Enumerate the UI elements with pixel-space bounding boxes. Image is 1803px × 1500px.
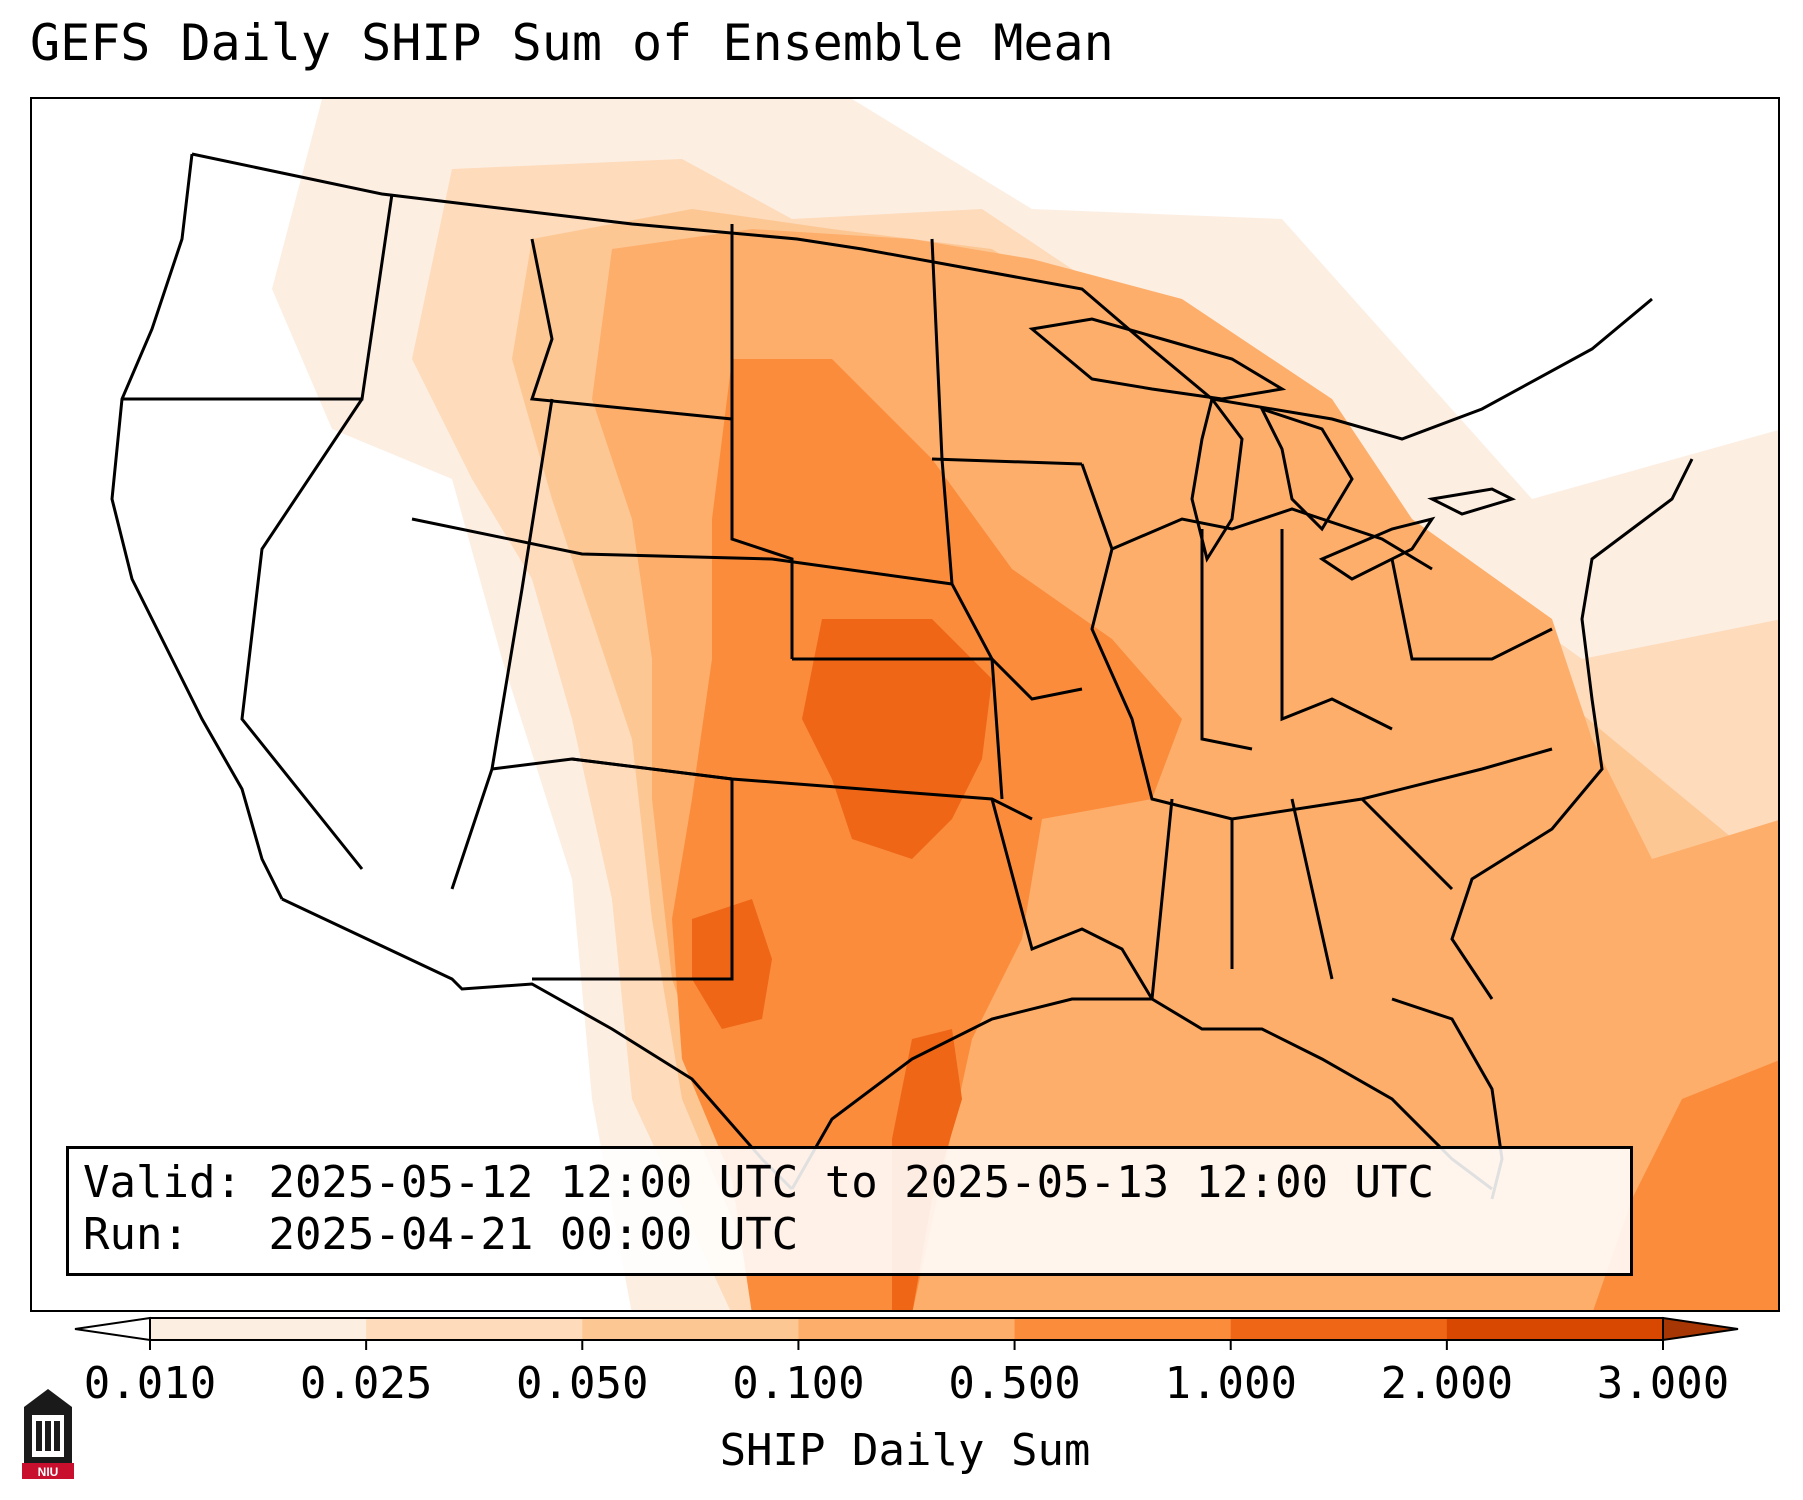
map-canvas [110, 99, 1778, 1310]
west-coast [110, 153, 284, 900]
valid-label: Valid: [83, 1157, 242, 1208]
colorbar-outline [149, 1317, 1664, 1341]
lake-michigan [1190, 395, 1244, 563]
gulf-coast [790, 997, 1493, 1191]
svg-text:NIU: NIU [38, 1465, 59, 1479]
colorbar-tick-label: 2.000 [1380, 1358, 1514, 1409]
colorbar-tick-label: 0.500 [948, 1358, 1081, 1409]
lake-ontario [1427, 487, 1517, 516]
colorbar-tick-label: 0.025 [299, 1358, 433, 1409]
state-borders [110, 152, 1694, 1200]
colorbar-segment-2 [582, 1318, 799, 1340]
shade-level-0500-east [1593, 1060, 1778, 1310]
colorbar-extend-low [74, 1316, 151, 1342]
colorbar-tick-label: 0.010 [83, 1358, 217, 1409]
east-coast [1450, 458, 1694, 1000]
niu-logo: NIU [22, 1389, 74, 1479]
map-panel [30, 97, 1780, 1312]
colorbar-tick-label: 0.100 [732, 1358, 865, 1409]
colorbar-tick-label: 1.000 [1164, 1358, 1297, 1409]
colorbar-segment-3 [798, 1318, 1016, 1340]
colorbar-segment-5 [1230, 1318, 1448, 1340]
colorbar-segment-1 [366, 1318, 583, 1340]
colorbar-segment-6 [1446, 1318, 1664, 1340]
colorbar-segment-4 [1014, 1318, 1232, 1340]
lake-superior [1028, 317, 1287, 401]
run-label: Run: [83, 1209, 189, 1260]
run-value: 2025-04-21 00:00 UTC [268, 1209, 799, 1260]
lake-huron [1259, 406, 1354, 532]
us-canada-border [191, 152, 1653, 441]
great-lakes [1028, 317, 1517, 581]
colorbar-tick-label: 0.050 [516, 1358, 649, 1409]
us-mexico-border [281, 897, 794, 1191]
valid-value: 2025-05-12 12:00 UTC to 2025-05-13 12:00… [268, 1157, 1435, 1208]
colorbar-tick-label: 3.000 [1596, 1358, 1730, 1409]
colorbar-extend-high [1662, 1316, 1739, 1342]
ship-shading [272, 99, 1778, 1310]
shade-level-1000 [802, 619, 992, 859]
colorbar-segment-0 [150, 1318, 367, 1340]
lake-erie [1318, 516, 1436, 581]
colorbar-title: SHIP Daily Sum [719, 1425, 1091, 1476]
map-title: GEFS Daily SHIP Sum of Ensemble Mean [30, 14, 1114, 72]
info-box: Valid: 2025-05-12 12:00 UTC to 2025-05-1… [66, 1146, 1633, 1276]
colorbar [74, 1316, 1739, 1350]
